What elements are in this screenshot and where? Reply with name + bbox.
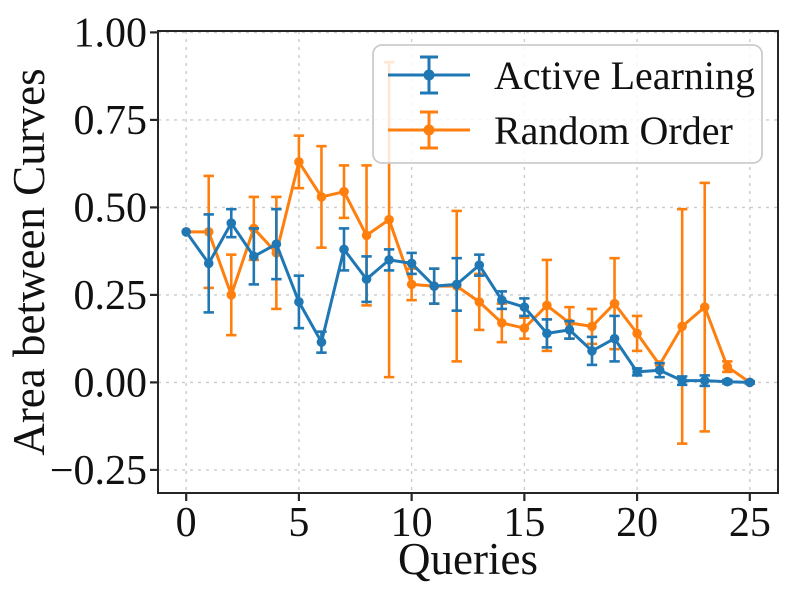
data-point [226,290,237,300]
tick-marks [150,31,751,501]
y-axis-label: Area between Curves [4,68,54,455]
data-point [451,279,462,290]
data-point [474,260,485,270]
data-point [542,300,552,311]
series-active-learning [181,207,756,388]
data-point [632,367,642,377]
data-point [271,239,282,249]
y-tick-label: 0.00 [74,360,148,406]
data-point [249,251,259,262]
x-tick-label: 15 [503,500,545,546]
data-point [654,365,665,375]
data-point [519,323,530,333]
data-point [316,192,327,202]
data-point [632,328,642,339]
y-tick-label: 0.25 [74,273,148,319]
data-point [677,321,687,332]
data-point [406,279,417,290]
data-point [745,377,755,388]
data-point [722,361,733,372]
legend: Active Learning Random Order [372,44,763,164]
data-point [294,297,304,307]
data-point [474,297,485,307]
legend-label: Random Order [494,108,733,153]
plot-box [157,30,779,494]
data-point [406,258,417,269]
legend-sample-marker [423,69,435,81]
x-axis-label: Queries [398,534,538,584]
data-point [361,274,372,284]
data-point [181,227,191,237]
y-tick-label: 0.50 [74,185,148,231]
y-tick-label: 0.75 [74,98,148,144]
data-point [384,255,394,265]
x-tick-label: 10 [391,500,433,546]
legend-entry-active-learning: Active Learning [388,53,755,98]
data-point [384,214,394,225]
data-point [587,321,597,332]
data-point [677,375,687,386]
legend-label: Active Learning [494,53,755,98]
x-tick-label: 5 [288,500,309,546]
y-tick-label: 1.00 [74,10,148,56]
data-point [429,281,439,291]
x-tick-label: 20 [616,500,658,546]
data-point [497,318,507,328]
data-point [316,337,327,347]
grid [158,31,778,493]
legend-box [372,44,763,164]
data-point [519,302,530,312]
data-point [226,218,237,228]
data-point [699,302,710,312]
data-point [294,157,304,167]
x-tick-label: 25 [729,500,771,546]
legend-sample-marker [423,124,435,136]
data-point [339,186,349,197]
data-point [339,244,349,255]
x-tick-label: 0 [176,500,197,546]
data-point [587,346,597,356]
data-point [361,230,372,241]
data-point [609,298,620,309]
data-point [722,376,733,387]
data-point [497,295,507,305]
data-point [564,325,575,335]
data-point [699,375,710,386]
legend-entry-random-order: Random Order [388,108,733,153]
data-point [203,258,214,269]
series-random-order [181,60,756,445]
data-point [609,333,620,344]
data-point [542,328,552,339]
series-line [186,160,751,384]
y-tick-label: −0.25 [50,448,147,494]
